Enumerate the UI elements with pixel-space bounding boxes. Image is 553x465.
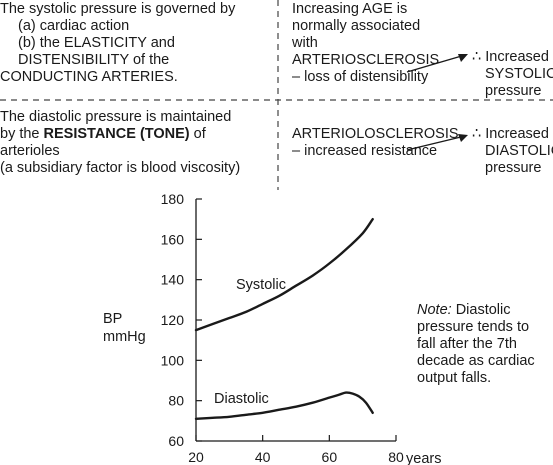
diastolic-explanation: The diastolic pressure is maintained by …: [0, 109, 240, 177]
x-tick-label: 20: [188, 449, 204, 465]
diastolic-note: Note: Diastolic pressure tends to fall a…: [417, 302, 535, 387]
age-explanation-line: – loss of distensibility: [292, 69, 429, 85]
chart-ticks: 60 80 100 120 140 160 180 20 40 60 80: [161, 191, 404, 465]
systolic-explanation-line: (a) cardiac action: [18, 18, 130, 34]
arteriolosclerosis-explanation: ARTERIOLOSCLEROSIS – increased resistanc…: [292, 126, 459, 160]
diastolic-explanation-text: by the: [0, 126, 44, 142]
x-tick-label: 40: [255, 449, 271, 465]
result-line: SYSTOLIC: [485, 66, 553, 82]
diastolic-explanation-line: arterioles: [0, 143, 60, 159]
x-axis-label: years: [406, 451, 441, 465]
age-explanation: Increasing AGE is normally associated wi…: [292, 1, 439, 86]
systolic-explanation-line: The systolic pressure is governed by: [0, 1, 236, 17]
arteriolosclerosis-line: – increased resistance: [292, 143, 438, 159]
diastolic-explanation-text: of: [189, 126, 206, 142]
systolic-explanation-line: (b) the ELASTICITY and: [18, 35, 175, 51]
result-line: ∴ Increased: [472, 126, 549, 142]
diastolic-arrow-head: [458, 134, 468, 142]
note-label: Note:: [417, 302, 452, 318]
y-tick-label: 180: [161, 191, 185, 207]
age-explanation-line: ARTERIOSCLEROSIS: [292, 52, 440, 68]
note-text: pressure tends to: [417, 319, 530, 335]
note-text: Diastolic: [451, 302, 511, 318]
diastolic-arrow-line: [406, 135, 466, 151]
y-tick-label: 160: [161, 231, 185, 247]
result-line: pressure: [485, 83, 542, 99]
note-text: fall after the 7th: [417, 336, 517, 352]
series-label-systolic: Systolic: [236, 277, 286, 293]
y-axis-label-units: mmHg: [103, 329, 146, 345]
age-explanation-line: with: [292, 35, 318, 51]
note-text: output falls.: [417, 370, 492, 386]
table-dividers: [0, 0, 553, 190]
result-line: pressure: [485, 160, 542, 176]
y-tick-label: 80: [168, 393, 184, 409]
increased-systolic-result: ∴ Increased SYSTOLIC pressure: [472, 49, 553, 100]
arteriolosclerosis-line: ARTERIOLOSCLEROSIS: [292, 126, 459, 142]
systolic-line: [194, 218, 374, 332]
increased-diastolic-result: ∴ Increased DIASTOLIC pressure: [472, 126, 553, 177]
diastolic-explanation-line: The diastolic pressure is maintained: [0, 109, 232, 125]
systolic-explanation-line: DISTENSIBILITY of the: [18, 52, 170, 68]
y-tick-label: 100: [161, 352, 185, 368]
y-tick-label: 120: [161, 312, 185, 328]
systolic-arrow-head: [458, 54, 468, 62]
note-text: decade as cardiac: [417, 353, 535, 369]
result-line: ∴ Increased: [472, 49, 549, 65]
y-tick-label: 140: [161, 272, 185, 288]
systolic-arrow-line: [406, 54, 466, 73]
y-axis-label: BP: [103, 311, 122, 327]
diastolic-explanation-line: by the RESISTANCE (TONE) of: [0, 126, 240, 143]
systolic-explanation: The systolic pressure is governed by (a)…: [0, 1, 235, 86]
chart-series: [194, 218, 374, 420]
age-explanation-line: Increasing AGE is: [292, 1, 408, 17]
x-tick-label: 80: [388, 449, 404, 465]
diastolic-line: [194, 391, 374, 420]
systolic-explanation-line: CONDUCTING ARTERIES.: [0, 69, 178, 85]
y-tick-label: 60: [168, 433, 184, 449]
explanation-table: The systolic pressure is governed by (a)…: [0, 0, 553, 200]
diastolic-explanation-line: (a subsidiary factor is blood viscosity): [0, 160, 241, 176]
x-tick-label: 60: [322, 449, 338, 465]
result-line: DIASTOLIC: [485, 143, 553, 159]
age-explanation-line: normally associated: [292, 18, 421, 34]
series-label-diastolic: Diastolic: [214, 391, 269, 407]
resistance-tone-emphasis: RESISTANCE (TONE): [43, 126, 190, 142]
